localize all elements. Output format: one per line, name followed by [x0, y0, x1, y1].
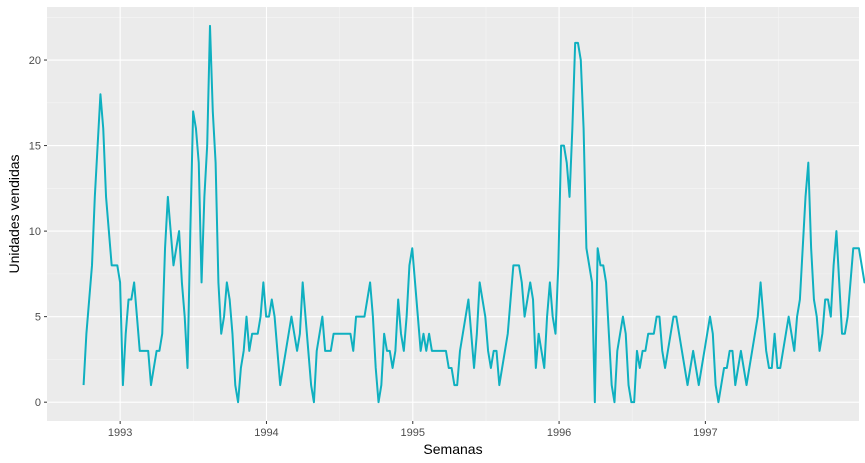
plot-panel [47, 7, 859, 421]
y-axis-title: Unidades vendidas [6, 154, 22, 273]
x-tick-label: 1997 [693, 427, 717, 439]
y-axis-ticks: 0 5 10 15 20 [29, 55, 47, 409]
x-tick-label: 1993 [108, 427, 132, 439]
x-tick-label: 1994 [254, 427, 278, 439]
y-tick-label: 10 [29, 226, 41, 238]
series-line-unidades [82, 24, 865, 404]
y-tick-label: 0 [35, 397, 41, 409]
y-tick-label: 5 [35, 312, 41, 324]
minor-gridlines [47, 7, 859, 421]
y-tick-label: 15 [29, 141, 41, 153]
x-axis-title: Semanas [423, 441, 482, 457]
major-gridlines [47, 7, 859, 421]
y-tick-label: 20 [29, 55, 41, 67]
x-axis-ticks: 1993 1994 1995 1996 1997 [108, 421, 718, 439]
x-tick-label: 1995 [401, 427, 425, 439]
x-tick-label: 1996 [547, 427, 571, 439]
